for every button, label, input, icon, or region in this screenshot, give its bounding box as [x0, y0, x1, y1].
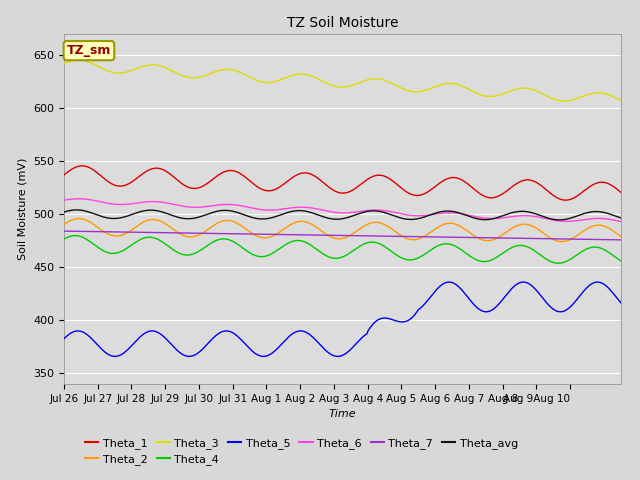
Legend: Theta_1, Theta_2, Theta_3, Theta_4, Theta_5, Theta_6, Theta_7, Theta_avg: Theta_1, Theta_2, Theta_3, Theta_4, Thet… — [81, 433, 522, 469]
Y-axis label: Soil Moisture (mV): Soil Moisture (mV) — [17, 157, 28, 260]
Title: TZ Soil Moisture: TZ Soil Moisture — [287, 16, 398, 30]
Text: TZ_sm: TZ_sm — [67, 44, 111, 57]
X-axis label: Time: Time — [328, 409, 356, 419]
